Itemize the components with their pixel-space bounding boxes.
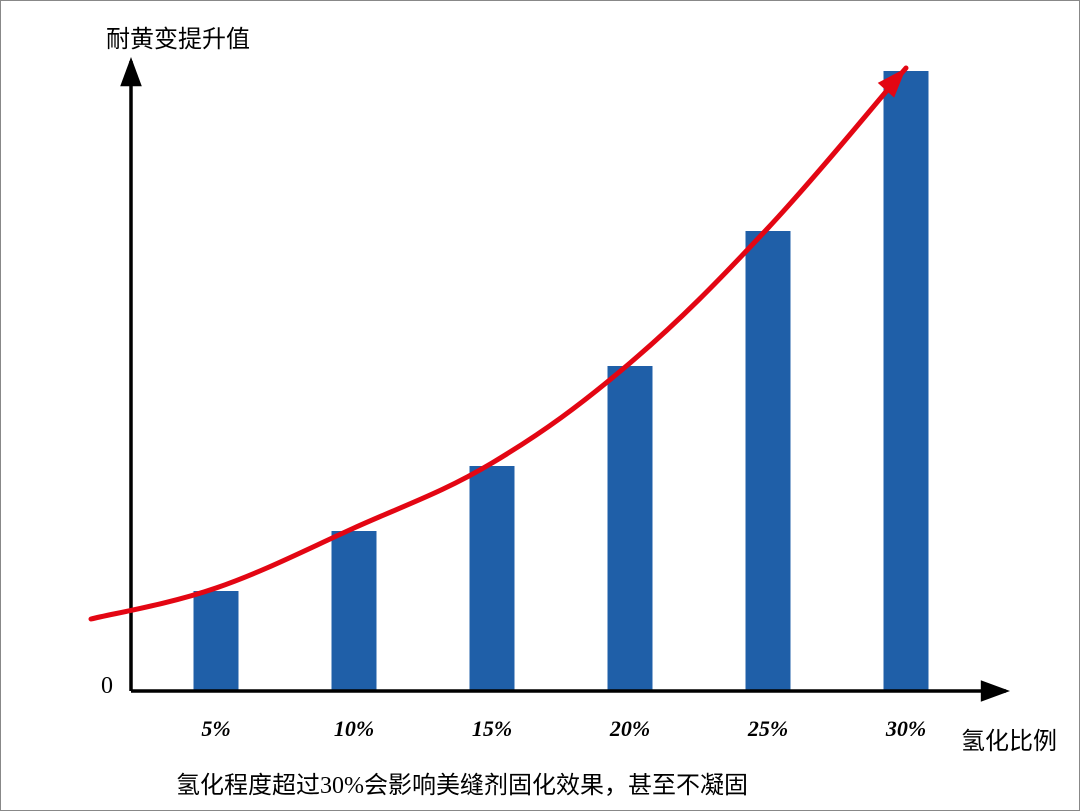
x-tick-label-1: 10%: [334, 716, 374, 742]
chart-caption: 氢化程度超过30%会影响美缝剂固化效果，甚至不凝固: [176, 765, 748, 800]
chart-svg: [1, 1, 1080, 812]
x-tick-label-2: 15%: [472, 716, 512, 742]
bar-2: [470, 466, 515, 691]
x-tick-label-3: 20%: [610, 716, 650, 742]
zero-label: 0: [101, 673, 113, 700]
bar-3: [608, 366, 653, 691]
x-tick-label-4: 25%: [748, 716, 788, 742]
bar-1: [332, 531, 377, 691]
y-axis-arrow-icon: [120, 57, 142, 86]
x-tick-label-5: 30%: [886, 716, 926, 742]
bar-4: [746, 231, 791, 691]
x-axis-arrow-icon: [981, 680, 1010, 702]
x-axis-label: 氢化比例: [961, 721, 1057, 756]
chart-container: 耐黄变提升值 氢化比例 0 5% 10% 15% 20% 25% 30% 氢化程…: [0, 0, 1080, 811]
bar-5: [884, 71, 929, 691]
y-axis-label: 耐黄变提升值: [106, 19, 250, 54]
bar-0: [194, 591, 239, 691]
x-tick-label-0: 5%: [201, 716, 230, 742]
